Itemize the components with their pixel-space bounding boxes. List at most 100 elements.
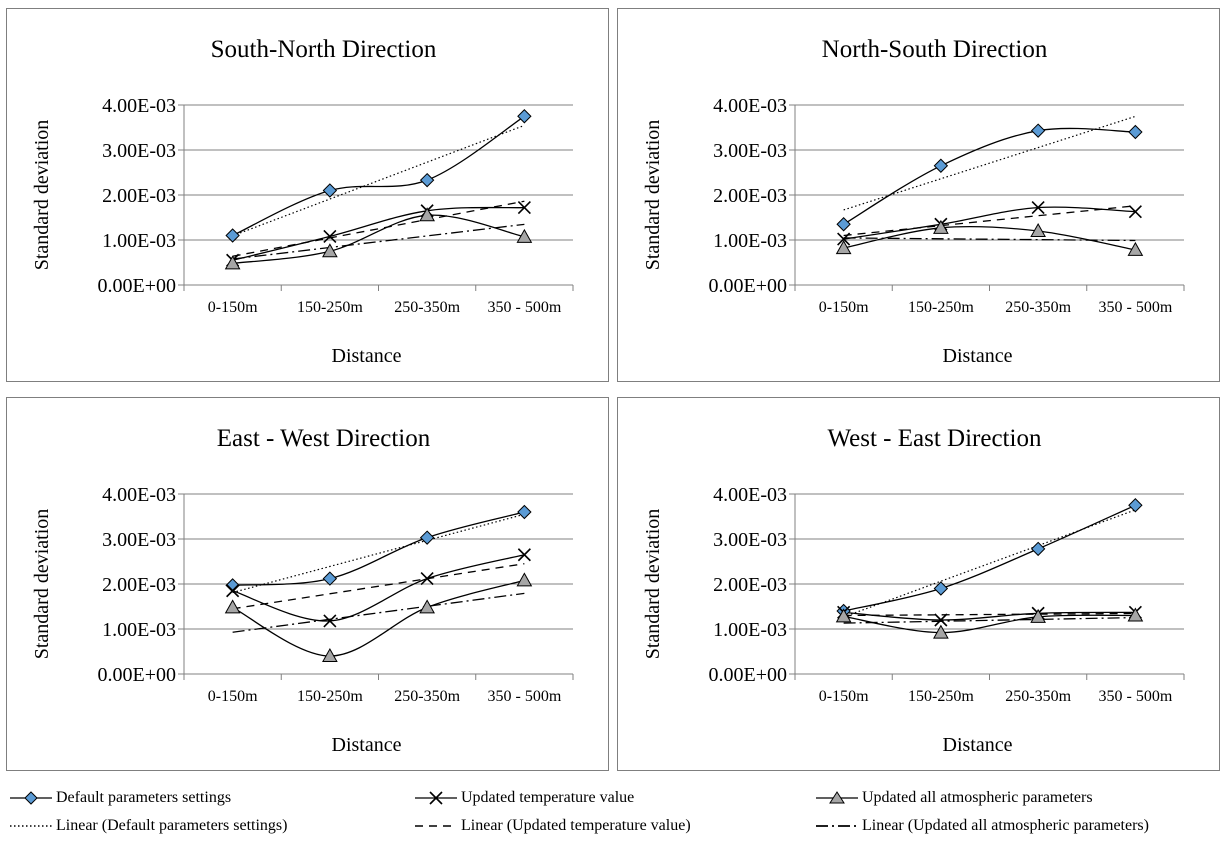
series-line <box>232 579 525 657</box>
series-line <box>232 206 525 261</box>
legend-item-linear-temperature: Linear (Updated temperature value) <box>413 814 691 838</box>
x-tick-label: 0-150m <box>819 688 869 705</box>
x-tick-label: 350 - 500m <box>1098 299 1172 316</box>
trendline <box>232 513 525 594</box>
triangle-marker <box>1127 241 1144 256</box>
x-tick-label: 350 - 500m <box>487 688 561 705</box>
series-line <box>843 127 1136 225</box>
series-line <box>843 206 1136 240</box>
legend-item-default: Default parameters settings <box>8 786 231 810</box>
cross-marker <box>226 584 240 598</box>
triangle-marker <box>1030 608 1046 623</box>
chart-title: North-South Direction <box>822 36 1048 63</box>
y-tick-label: 1.00E-03 <box>102 230 176 252</box>
x-tick-label: 0-150m <box>208 299 258 316</box>
y-tick-label: 3.00E-03 <box>713 140 787 162</box>
triangle-marker <box>419 599 435 614</box>
y-tick-label: 2.00E-03 <box>102 185 176 207</box>
x-tick-label: 250-350m <box>1005 688 1071 705</box>
dashed-line-icon <box>415 825 457 827</box>
x-axis-label: Distance <box>332 734 402 756</box>
diamond-marker <box>933 158 949 173</box>
triangle-marker <box>516 228 533 243</box>
y-tick-label: 0.00E+00 <box>98 664 177 686</box>
chart-panel-north-south: North-South Direction 0.00E+00 1.00E-03 2.0… <box>617 8 1220 382</box>
triangle-series-icon <box>816 791 858 804</box>
y-tick-label: 1.00E-03 <box>102 619 176 641</box>
y-tick-label: 3.00E-03 <box>713 529 787 551</box>
trendline <box>843 616 1136 624</box>
trendline <box>843 115 1136 211</box>
series-line <box>843 504 1136 612</box>
x-axis-label: Distance <box>943 734 1013 756</box>
diamond-marker <box>322 183 338 198</box>
chart-panel-south-north: South-North Direction 0.00E+00 1.00E-03 2.0… <box>6 8 609 382</box>
chart-svg: West - East Direction 0.00E+00 1.00E-03 2.0… <box>642 425 1185 756</box>
y-tick-label: 4.00E-03 <box>713 95 787 117</box>
diamond-marker <box>1030 123 1046 138</box>
trendline <box>232 200 525 257</box>
diamond-marker <box>933 581 949 596</box>
cross-series-icon <box>415 791 457 805</box>
triangle-marker <box>322 243 338 258</box>
y-tick-label: 4.00E-03 <box>713 484 787 506</box>
cross-marker <box>1128 205 1142 219</box>
x-tick-label: 250-350m <box>394 299 460 316</box>
chart-svg: East - West Direction 0.00E+00 1.00E-03 2.0… <box>31 425 574 756</box>
series-line <box>232 511 525 586</box>
legend-label: Default parameters settings <box>56 789 232 806</box>
triangle-marker <box>224 599 241 614</box>
dotted-line-icon <box>10 825 52 827</box>
diamond-series-icon <box>10 791 52 805</box>
trendline <box>232 223 525 260</box>
chart-svg: South-North Direction 0.00E+00 1.00E-03 2.0… <box>31 36 574 367</box>
triangle-marker <box>322 647 338 662</box>
triangle-marker <box>419 207 435 222</box>
diamond-marker <box>1030 541 1046 557</box>
y-tick-label: 0.00E+00 <box>709 664 788 686</box>
diamond-marker <box>322 571 338 586</box>
diamond-marker <box>1128 498 1143 513</box>
legend-label: Linear (Default parameters settings) <box>56 817 288 834</box>
trendline <box>843 205 1136 237</box>
triangle-marker <box>1030 222 1046 237</box>
x-tick-label: 350 - 500m <box>487 299 561 316</box>
cross-marker <box>837 232 851 246</box>
chart-title: West - East Direction <box>828 425 1042 452</box>
x-tick-label: 150-250m <box>908 688 974 705</box>
x-tick-label: 150-250m <box>908 299 974 316</box>
series-line <box>232 115 525 237</box>
legend-label: Linear (Updated all atmospheric paramete… <box>862 817 1149 834</box>
cross-marker <box>323 229 337 243</box>
triangle-marker <box>1127 607 1144 622</box>
series-line <box>232 214 525 265</box>
dash-dot-line-icon <box>816 825 858 827</box>
chart-title: South-North Direction <box>211 36 437 63</box>
triangle-marker <box>835 240 852 255</box>
diamond-marker <box>225 228 240 243</box>
y-tick-label: 2.00E-03 <box>713 574 787 596</box>
y-axis-label: Standard deviation <box>31 509 53 660</box>
x-tick-label: 250-350m <box>394 688 460 705</box>
cross-marker <box>420 572 434 586</box>
diamond-marker <box>836 217 851 232</box>
x-axis-label: Distance <box>943 345 1013 367</box>
legend-item-linear-atmospheric: Linear (Updated all atmospheric paramete… <box>814 814 1149 838</box>
cross-marker <box>1031 201 1045 215</box>
y-tick-label: 2.00E-03 <box>102 574 176 596</box>
trendline <box>843 509 1136 618</box>
triangle-marker <box>835 608 852 623</box>
series-line <box>232 554 525 622</box>
y-tick-label: 4.00E-03 <box>102 484 176 506</box>
trendline <box>232 563 525 610</box>
legend-item-atmospheric: Updated all atmospheric parameters <box>814 786 1093 810</box>
x-tick-label: 0-150m <box>208 688 258 705</box>
trendline <box>843 612 1136 617</box>
y-tick-label: 1.00E-03 <box>713 619 787 641</box>
triangle-marker <box>516 572 533 587</box>
x-axis-label: Distance <box>332 345 402 367</box>
series-line <box>843 611 1136 621</box>
x-tick-label: 0-150m <box>819 299 869 316</box>
y-tick-label: 2.00E-03 <box>713 185 787 207</box>
series-line <box>843 225 1136 251</box>
